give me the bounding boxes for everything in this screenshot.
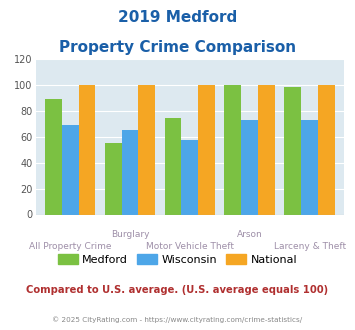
Bar (62, 125, 78, 214)
Text: © 2025 CityRating.com - https://www.cityrating.com/crime-statistics/: © 2025 CityRating.com - https://www.city… (53, 317, 302, 323)
Text: Arson: Arson (237, 230, 263, 239)
Bar (258, 85, 275, 214)
Bar (165, 117, 181, 214)
Bar (78, 85, 95, 214)
Text: Property Crime Comparison: Property Crime Comparison (59, 40, 296, 54)
Bar (224, 85, 241, 214)
Text: Burglary: Burglary (111, 230, 149, 239)
Bar (241, 120, 258, 214)
Text: All Property Crime: All Property Crime (29, 242, 111, 251)
Bar (105, 144, 121, 214)
Bar (198, 85, 215, 214)
Text: Compared to U.S. average. (U.S. average equals 100): Compared to U.S. average. (U.S. average … (26, 285, 329, 295)
Bar (318, 85, 335, 214)
Text: Larceny & Theft: Larceny & Theft (274, 242, 346, 251)
Bar (138, 85, 155, 214)
Text: Motor Vehicle Theft: Motor Vehicle Theft (146, 242, 234, 251)
Bar (181, 140, 198, 214)
Bar (301, 120, 318, 214)
Bar (45, 99, 62, 214)
Legend: Medford, Wisconsin, National: Medford, Wisconsin, National (54, 250, 301, 269)
Bar (121, 130, 138, 214)
Bar (284, 86, 301, 214)
Text: 2019 Medford: 2019 Medford (118, 10, 237, 25)
